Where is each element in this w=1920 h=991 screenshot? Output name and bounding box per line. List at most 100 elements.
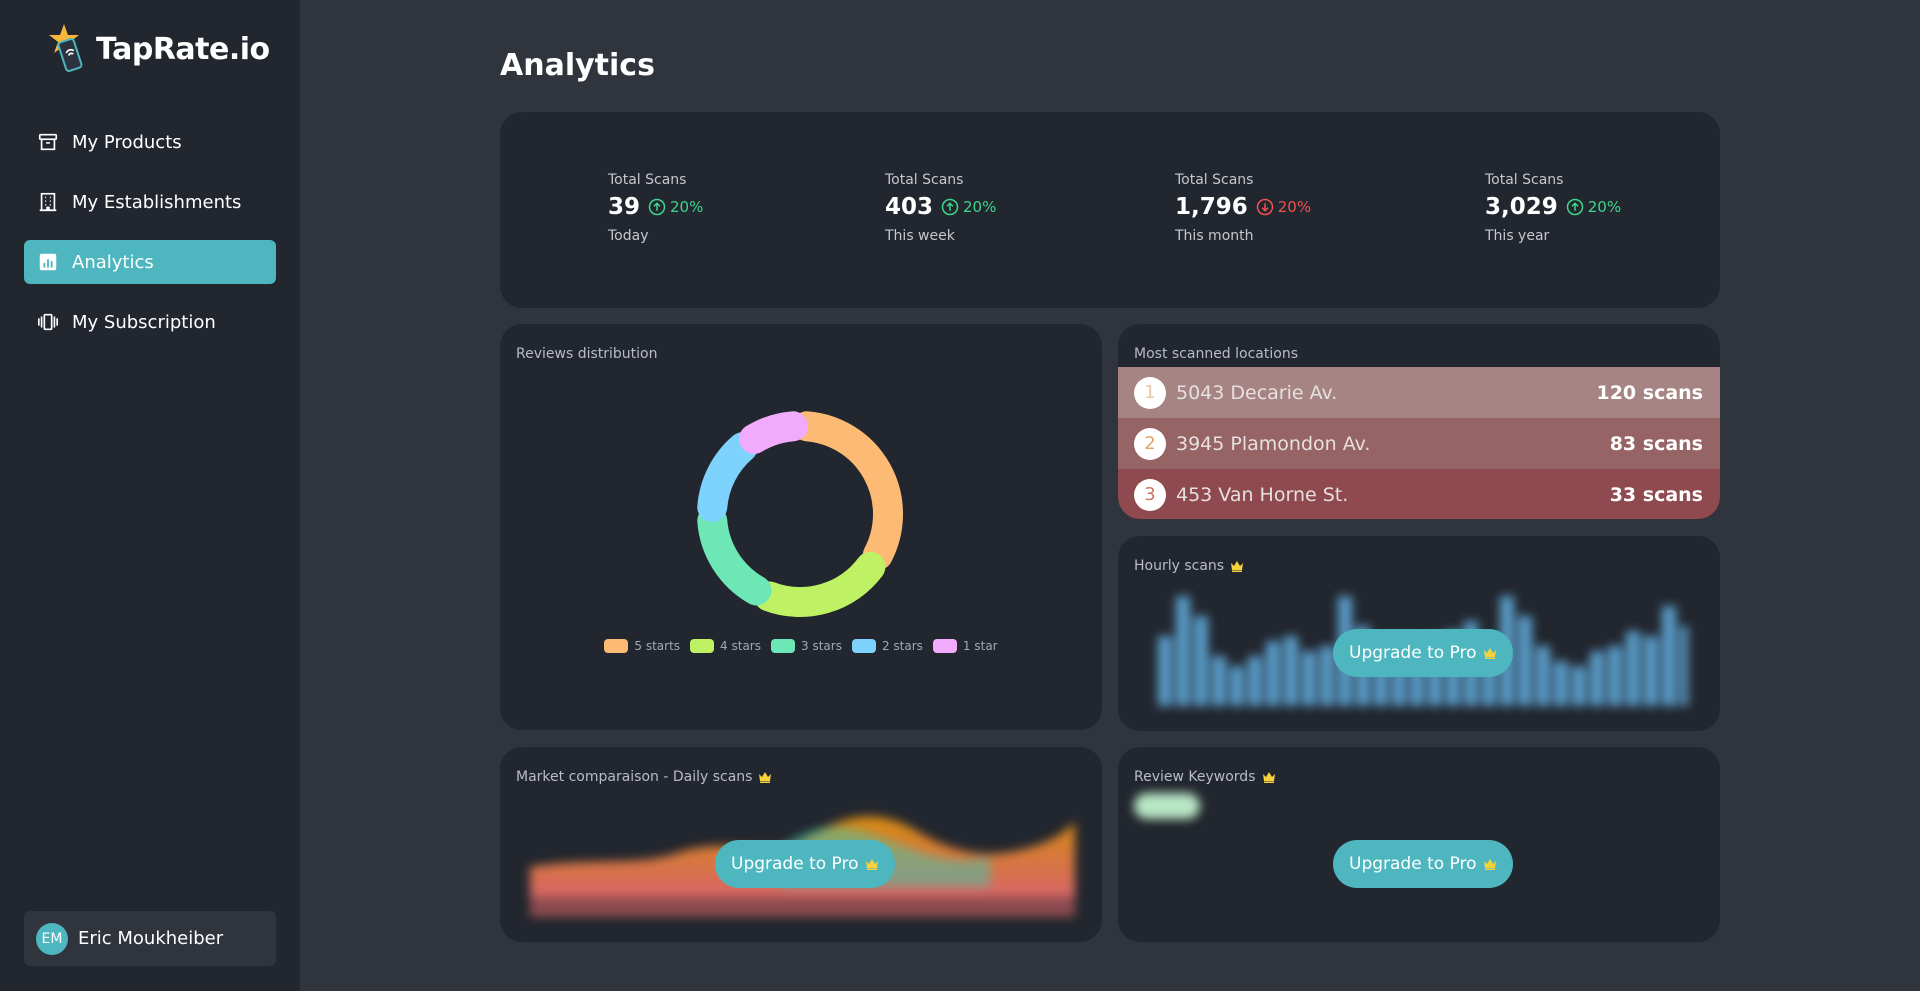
sidebar-item-label: Analytics [72, 251, 154, 273]
card-title: Reviews distribution [516, 346, 657, 362]
trend-value: 20% [670, 198, 704, 216]
upgrade-to-pro-button[interactable]: Upgrade to Pro [715, 840, 895, 888]
card-title: Review Keywords [1134, 769, 1276, 785]
hourly-bar [1194, 616, 1208, 706]
legend-swatch [932, 639, 957, 653]
stat-period: Today [608, 228, 649, 244]
stat-label: Total Scans [1485, 172, 1564, 188]
stat-label: Total Scans [885, 172, 964, 188]
reviews-distribution-card: Reviews distribution 5 starts 4 stars 3 … [500, 324, 1102, 730]
stat-period: This week [885, 228, 955, 244]
stat-label: Total Scans [608, 172, 687, 188]
donut-slice-4-stars[interactable] [753, 551, 886, 617]
hourly-bar [1608, 646, 1622, 706]
legend-item[interactable]: 3 stars [771, 639, 842, 653]
hourly-bar [1536, 646, 1550, 706]
card-title-text: Market comparaison - Daily scans [516, 769, 753, 785]
stat-value: 3,029 [1485, 194, 1558, 220]
trend-indicator: 20% [1566, 198, 1621, 216]
hourly-bar [1284, 636, 1298, 706]
crown-icon [865, 859, 878, 870]
card-title-text: Most scanned locations [1134, 346, 1298, 362]
legend-label: 2 stars [881, 639, 923, 653]
sidebar-item-my-establishments[interactable]: My Establishments [24, 180, 276, 224]
user-profile[interactable]: EM Eric Moukheiber [24, 911, 276, 966]
card-title-text: Review Keywords [1134, 769, 1256, 785]
location-row[interactable]: 3 453 Van Horne St. 33 scans [1118, 469, 1720, 519]
stat-today: Total Scans 39 20% Today [608, 172, 703, 244]
trend-value: 20% [1587, 198, 1622, 216]
sidebar-item-my-subscription[interactable]: My Subscription [24, 300, 276, 344]
app-logo[interactable]: TapRate.io [46, 22, 270, 76]
hourly-bar [1662, 606, 1676, 706]
crown-icon [1231, 561, 1244, 572]
arrow-up-circle-icon [941, 198, 959, 216]
hourly-bar [1518, 616, 1532, 706]
reviews-donut-chart [697, 411, 903, 617]
bar-chart-icon [36, 250, 60, 274]
card-title: Most scanned locations [1134, 346, 1298, 362]
trend-indicator: 20% [648, 198, 703, 216]
scan-count: 33 scans [1609, 483, 1703, 506]
sidebar-item-label: My Subscription [72, 311, 216, 333]
hourly-bar [1320, 646, 1334, 706]
location-name: 453 Van Horne St. [1176, 483, 1349, 506]
hourly-bar [1644, 636, 1658, 706]
keyword-chip-blurred [1134, 793, 1200, 819]
rank-badge: 1 [1134, 376, 1166, 409]
legend-item[interactable]: 5 starts [604, 639, 680, 653]
sidebar-nav: My Products My Establishments Analytics … [24, 120, 276, 360]
sidebar-item-analytics[interactable]: Analytics [24, 240, 276, 284]
trend-value: 20% [963, 198, 997, 216]
hourly-bar [1626, 631, 1640, 706]
hourly-bar [1590, 651, 1604, 706]
hourly-bar [1554, 661, 1568, 706]
scan-count: 83 scans [1609, 432, 1703, 455]
legend-item[interactable]: 2 stars [851, 639, 923, 653]
arrow-up-circle-icon [648, 198, 666, 216]
location-row[interactable]: 2 3945 Plamondon Av. 83 scans [1118, 418, 1720, 469]
logo-icon [49, 24, 83, 72]
scan-count: 120 scans [1596, 381, 1703, 404]
sidebar-item-label: My Products [72, 131, 182, 153]
avatar: EM [36, 922, 68, 955]
crown-icon [1483, 648, 1496, 659]
review-keywords-card: Review Keywords Upgrade to Pro [1118, 747, 1720, 942]
donut-slice-5-starts[interactable] [791, 411, 903, 571]
stat-value: 39 [608, 194, 641, 220]
stat-year: Total Scans 3,029 20% This year [1485, 172, 1621, 244]
crown-icon [1483, 859, 1496, 870]
stats-card: Total Scans 39 20% Today Total Scans 403… [500, 112, 1720, 308]
legend-label: 3 stars [801, 639, 842, 653]
trend-indicator: 20% [1256, 198, 1311, 216]
card-title: Hourly scans [1134, 558, 1244, 574]
card-title: Market comparaison - Daily scans [516, 769, 772, 785]
upgrade-to-pro-button[interactable]: Upgrade to Pro [1333, 629, 1513, 677]
hourly-scans-card: Hourly scans Upgrade to Pro [1118, 536, 1720, 731]
donut-slice-2-stars[interactable] [697, 432, 758, 523]
legend-item[interactable]: 4 stars [690, 639, 761, 653]
legend-label: 4 stars [720, 639, 761, 653]
legend-label: 1 star [962, 639, 998, 653]
hourly-bar [1572, 666, 1586, 706]
chart-legend: 5 starts 4 stars 3 stars 2 stars 1 star [500, 639, 1102, 653]
upgrade-to-pro-button[interactable]: Upgrade to Pro [1333, 840, 1513, 888]
sidebar-item-label: My Establishments [72, 191, 242, 213]
legend-swatch [690, 639, 715, 653]
stat-value: 1,796 [1175, 194, 1248, 220]
location-name: 3945 Plamondon Av. [1176, 432, 1371, 455]
sidebar-item-my-products[interactable]: My Products [24, 120, 276, 164]
crown-icon [1262, 772, 1275, 783]
stat-label: Total Scans [1175, 172, 1254, 188]
donut-slice-3-stars[interactable] [697, 505, 772, 606]
location-row[interactable]: 1 5043 Decarie Av. 120 scans [1118, 367, 1720, 418]
card-title-text: Reviews distribution [516, 346, 658, 362]
user-name: Eric Moukheiber [78, 928, 224, 949]
hourly-bar [1266, 641, 1280, 706]
arrow-down-circle-icon [1256, 198, 1274, 216]
donut-slice-1-star[interactable] [739, 411, 809, 454]
legend-item[interactable]: 1 star [932, 639, 998, 653]
arrow-up-circle-icon [1566, 198, 1584, 216]
hourly-bar [1302, 651, 1316, 706]
building-icon [36, 190, 60, 214]
